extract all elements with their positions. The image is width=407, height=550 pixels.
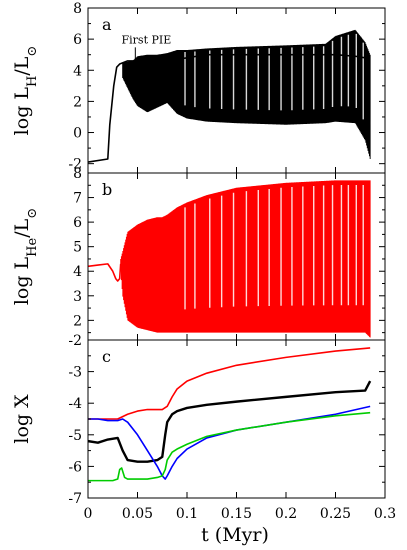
y-tick-label: 4 xyxy=(73,264,82,280)
x-tick-label: 0.25 xyxy=(320,506,351,522)
y-tick-label: 8 xyxy=(73,1,82,17)
plot-area xyxy=(88,180,371,338)
series-line-0 xyxy=(88,53,371,163)
x-tick-label: 0 xyxy=(84,506,93,522)
x-tick-label: 0.2 xyxy=(275,506,297,522)
x-tick-label: 0.1 xyxy=(176,506,198,522)
x-tick-label: 0.15 xyxy=(221,506,252,522)
series-line-0 xyxy=(88,263,122,282)
series-line-3 xyxy=(88,411,371,482)
panel-c: -7 -6 -5 -4 -3 -2 0 0.05 0.1 0.15 0.2 0.25 0.3 c log X xyxy=(11,333,396,522)
y-tick-label: -6 xyxy=(68,459,82,475)
y-tick-label: 4 xyxy=(73,63,82,79)
series-band-a xyxy=(122,29,371,159)
y-tick-label: 2 xyxy=(73,313,82,329)
y-tick-label: 0 xyxy=(73,126,82,142)
panel-letter: a xyxy=(102,15,112,34)
panel-letter: c xyxy=(102,347,111,366)
y-tick-label: -7 xyxy=(68,491,82,507)
y-tick-label: -2 xyxy=(68,157,82,173)
y-tick-label: 2 xyxy=(73,94,82,110)
y-tick-label: -4 xyxy=(68,396,82,412)
panel-letter: b xyxy=(102,180,112,199)
plot-area xyxy=(88,347,372,482)
panel-b: 2 3 4 5 6 7 8 b log LHe/L⊙ xyxy=(11,166,386,341)
annotation-first-pie: First PIE xyxy=(122,33,172,46)
plot-area xyxy=(88,29,371,163)
y-tick-label: -5 xyxy=(68,428,82,444)
y-tick-label: 7 xyxy=(73,191,82,207)
panel-a: -2 0 2 4 6 8 a First PIE log LH/L⊙ xyxy=(11,1,386,174)
y-tick-label: 6 xyxy=(73,215,82,231)
x-tick-label: 0.3 xyxy=(374,506,396,522)
band-gaps xyxy=(184,33,364,120)
y-tick-label: -2 xyxy=(68,333,82,349)
band-gaps xyxy=(184,184,364,310)
y-tick-label: 3 xyxy=(73,289,82,305)
y-axis-label: log LH/L⊙ xyxy=(11,46,40,136)
y-axis-label: log X xyxy=(11,394,33,444)
x-axis-label: t (Myr) xyxy=(201,524,269,546)
y-axis-label: log LHe/L⊙ xyxy=(11,208,40,305)
x-tick-label: 0.05 xyxy=(122,506,153,522)
y-tick-label: 5 xyxy=(73,240,82,256)
axes-frame xyxy=(87,339,386,499)
series-line-0 xyxy=(88,347,371,420)
y-tick-label: 6 xyxy=(73,32,82,48)
series-line-1 xyxy=(88,380,372,463)
y-tick-label: 8 xyxy=(73,166,82,182)
y-tick-label: -3 xyxy=(68,365,82,381)
